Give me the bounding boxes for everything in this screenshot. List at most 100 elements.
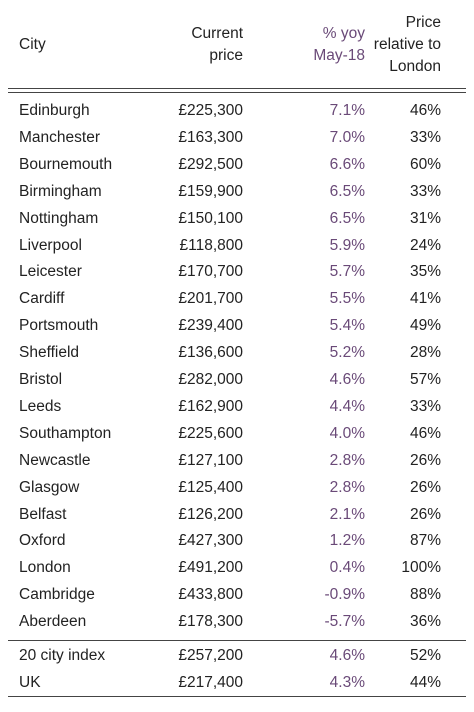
yoy-cell: 4.3% bbox=[329, 673, 365, 691]
header-city: City bbox=[19, 36, 46, 53]
table-row: Bristol £282,000 4.6% 57% bbox=[0, 370, 474, 396]
city-cell: Newcastle bbox=[19, 451, 91, 469]
price-cell: £201,700 bbox=[178, 290, 243, 308]
yoy-cell: 2.8% bbox=[329, 451, 365, 469]
yoy-cell: 1.2% bbox=[329, 532, 365, 550]
table-row: Cardiff £201,700 5.5% 41% bbox=[0, 289, 474, 315]
yoy-cell: 7.1% bbox=[329, 102, 365, 119]
city-cell: Oxford bbox=[19, 532, 66, 550]
relative-cell: 26% bbox=[409, 505, 441, 523]
table-row: Sheffield £136,600 5.2% 28% bbox=[0, 343, 474, 369]
header-relative-line-1: Price bbox=[405, 14, 441, 31]
yoy-cell: 5.5% bbox=[329, 290, 365, 308]
price-cell: £162,900 bbox=[178, 397, 243, 415]
price-cell: £282,000 bbox=[178, 371, 243, 388]
table-row: Southampton £225,600 4.0% 46% bbox=[0, 424, 474, 450]
city-cell: Bournemouth bbox=[19, 155, 113, 173]
city-cell: Glasgow bbox=[19, 478, 80, 496]
city-cell: UK bbox=[19, 673, 41, 691]
relative-cell: 26% bbox=[409, 451, 441, 469]
yoy-cell: 2.8% bbox=[329, 478, 365, 496]
relative-cell: 100% bbox=[401, 559, 441, 577]
yoy-cell: 4.0% bbox=[329, 424, 365, 442]
relative-cell: 49% bbox=[409, 317, 441, 335]
price-cell: £257,200 bbox=[178, 647, 243, 664]
price-cell: £150,100 bbox=[178, 209, 243, 227]
city-cell: Cambridge bbox=[19, 586, 95, 604]
table-row: Manchester £163,300 7.0% 33% bbox=[0, 128, 474, 154]
relative-cell: 33% bbox=[409, 128, 441, 146]
city-cell: Edinburgh bbox=[19, 102, 90, 119]
table-row: Bournemouth £292,500 6.6% 60% bbox=[0, 155, 474, 181]
table-row: Birmingham £159,900 6.5% 33% bbox=[0, 182, 474, 208]
relative-cell: 46% bbox=[409, 102, 441, 119]
city-cell: Cardiff bbox=[19, 290, 65, 308]
table-row: Leicester £170,700 5.7% 35% bbox=[0, 262, 474, 288]
price-cell: £159,900 bbox=[178, 182, 243, 200]
table-row: Nottingham £150,100 6.5% 31% bbox=[0, 209, 474, 235]
table-row: Newcastle £127,100 2.8% 26% bbox=[0, 451, 474, 477]
relative-cell: 60% bbox=[409, 155, 441, 173]
header-relative-to-london: Price relative to London bbox=[374, 12, 441, 78]
yoy-cell: 4.4% bbox=[329, 397, 365, 415]
relative-cell: 24% bbox=[409, 236, 441, 254]
header-yoy: % yoy May-18 bbox=[313, 23, 365, 67]
yoy-cell: 7.0% bbox=[329, 128, 365, 146]
header-rule-bottom bbox=[8, 92, 466, 93]
yoy-cell: 6.6% bbox=[329, 155, 365, 173]
yoy-cell: 6.5% bbox=[329, 209, 365, 227]
yoy-cell: 4.6% bbox=[329, 647, 365, 664]
price-cell: £217,400 bbox=[178, 673, 243, 691]
yoy-cell: -5.7% bbox=[324, 613, 366, 631]
yoy-cell: 5.4% bbox=[329, 317, 365, 335]
summary-row: 20 city index £257,200 4.6% 52% bbox=[0, 646, 474, 672]
header-rule-top bbox=[8, 88, 466, 89]
price-cell: £427,300 bbox=[178, 532, 243, 550]
price-cell: £491,200 bbox=[178, 559, 243, 577]
relative-cell: 87% bbox=[409, 532, 441, 550]
table-row: London £491,200 0.4% 100% bbox=[0, 558, 474, 584]
city-cell: Southampton bbox=[19, 424, 112, 442]
header-current-price-line-1: Current bbox=[191, 25, 243, 42]
header-current-price-line-2: price bbox=[209, 47, 243, 64]
relative-cell: 33% bbox=[409, 182, 441, 200]
table-row: Glasgow £125,400 2.8% 26% bbox=[0, 478, 474, 504]
city-cell: Aberdeen bbox=[19, 613, 87, 631]
table-row: Aberdeen £178,300 -5.7% 36% bbox=[0, 612, 474, 638]
table-row: Edinburgh £225,300 7.1% 46% bbox=[0, 101, 474, 127]
city-cell: Birmingham bbox=[19, 182, 102, 200]
price-cell: £433,800 bbox=[178, 586, 243, 604]
yoy-cell: 4.6% bbox=[329, 371, 365, 388]
city-cell: London bbox=[19, 559, 71, 577]
header-yoy-line-2: May-18 bbox=[313, 47, 365, 64]
city-cell: Leeds bbox=[19, 397, 62, 415]
relative-cell: 31% bbox=[409, 209, 441, 227]
table-row: Cambridge £433,800 -0.9% 88% bbox=[0, 585, 474, 611]
header-yoy-line-1: % yoy bbox=[322, 25, 365, 42]
price-cell: £292,500 bbox=[178, 155, 243, 173]
yoy-cell: -0.9% bbox=[324, 586, 366, 604]
relative-cell: 44% bbox=[409, 673, 441, 691]
price-cell: £178,300 bbox=[178, 613, 243, 631]
relative-cell: 36% bbox=[409, 613, 441, 631]
price-cell: £125,400 bbox=[178, 478, 243, 496]
relative-cell: 33% bbox=[409, 397, 441, 415]
relative-cell: 46% bbox=[409, 424, 441, 442]
summary-divider bbox=[8, 640, 466, 641]
yoy-cell: 5.7% bbox=[329, 263, 365, 281]
price-cell: £163,300 bbox=[178, 128, 243, 146]
table-row: Leeds £162,900 4.4% 33% bbox=[0, 397, 474, 423]
yoy-cell: 6.5% bbox=[329, 182, 365, 200]
yoy-cell: 5.9% bbox=[329, 236, 365, 254]
yoy-cell: 0.4% bbox=[329, 559, 365, 577]
header-relative-line-2: relative to bbox=[373, 36, 441, 53]
price-cell: £136,600 bbox=[178, 344, 243, 362]
header-relative-line-3: London bbox=[389, 58, 441, 75]
relative-cell: 28% bbox=[409, 344, 441, 362]
price-cell: £118,800 bbox=[179, 236, 244, 254]
city-cell: Manchester bbox=[19, 128, 100, 146]
relative-cell: 88% bbox=[409, 586, 441, 604]
price-cell: £225,300 bbox=[178, 102, 243, 119]
city-cell: Belfast bbox=[19, 505, 67, 523]
